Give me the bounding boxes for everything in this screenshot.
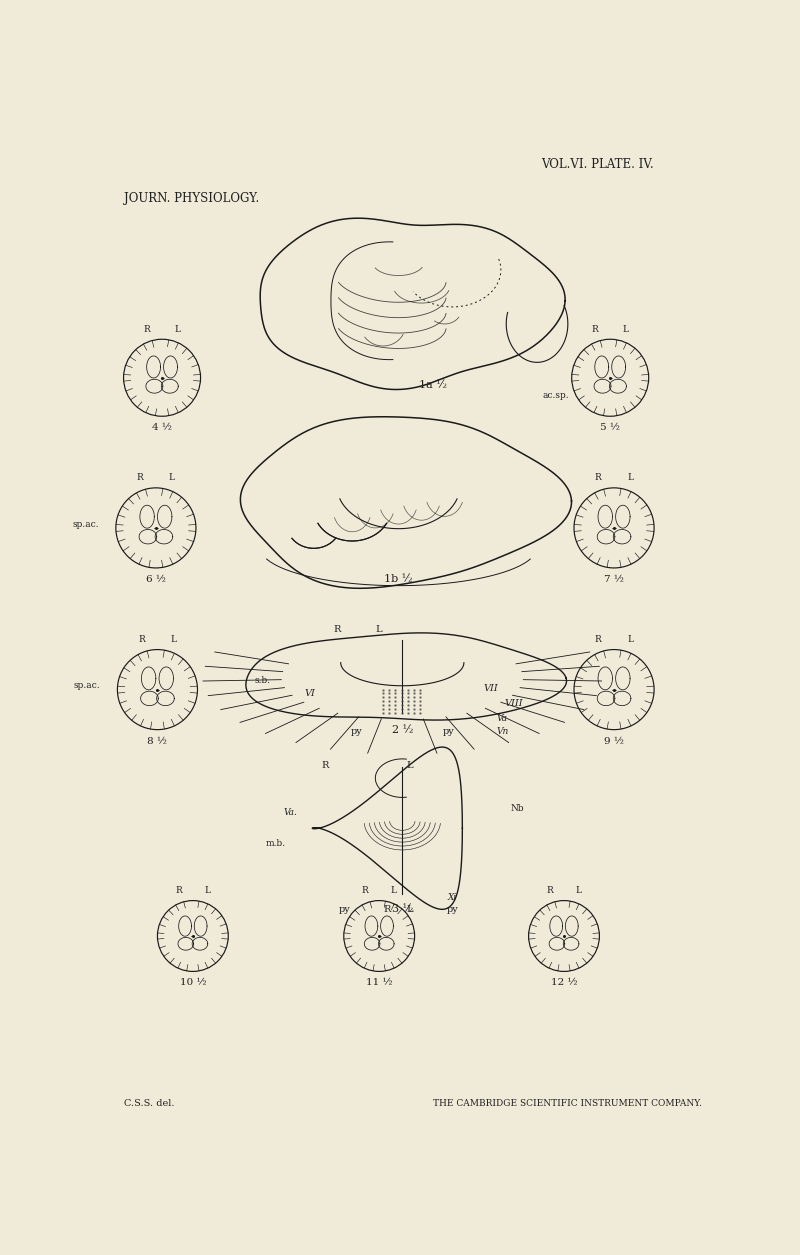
Text: Vn: Vn [496, 728, 509, 737]
Text: sp.ac.: sp.ac. [74, 681, 101, 690]
Text: 2 ½: 2 ½ [392, 725, 413, 735]
Text: THE CAMBRIDGE SCIENTIFIC INSTRUMENT COMPANY.: THE CAMBRIDGE SCIENTIFIC INSTRUMENT COMP… [433, 1098, 702, 1108]
Text: 3 ½: 3 ½ [392, 904, 413, 914]
Text: Xi: Xi [448, 894, 457, 902]
Text: py: py [442, 727, 454, 735]
Text: L: L [170, 635, 177, 644]
Text: JOURN. PHYSIOLOGY.: JOURN. PHYSIOLOGY. [123, 192, 259, 205]
Text: Va: Va [497, 714, 508, 723]
Text: R: R [362, 886, 369, 895]
Text: VOL.VI. PLATE. IV.: VOL.VI. PLATE. IV. [541, 158, 654, 171]
Text: R: R [137, 473, 143, 482]
Text: 1a ½: 1a ½ [419, 380, 447, 390]
Text: VII: VII [483, 684, 498, 693]
Text: L: L [204, 886, 210, 895]
Text: m.b.: m.b. [265, 840, 286, 848]
Text: R: R [594, 473, 602, 482]
Text: R: R [143, 325, 150, 334]
Text: sp.ac.: sp.ac. [72, 520, 99, 528]
Text: py: py [446, 905, 458, 915]
Text: 1b ½: 1b ½ [384, 575, 413, 585]
Text: R: R [333, 625, 341, 634]
Text: R: R [594, 635, 602, 644]
Text: R: R [322, 761, 329, 769]
Text: L: L [627, 473, 633, 482]
Text: R: R [138, 635, 145, 644]
Text: L: L [406, 761, 414, 769]
Text: 5 ½: 5 ½ [600, 423, 620, 432]
Text: R: R [175, 886, 182, 895]
Text: 11 ½: 11 ½ [366, 979, 393, 988]
Text: R: R [591, 325, 598, 334]
Text: Nb: Nb [511, 804, 525, 813]
Text: L: L [169, 473, 175, 482]
Text: L: L [622, 325, 629, 334]
Text: VI: VI [305, 689, 315, 698]
Text: 9 ½: 9 ½ [604, 737, 624, 745]
Text: 10 ½: 10 ½ [179, 979, 206, 988]
Text: R: R [383, 905, 390, 915]
Text: 6 ½: 6 ½ [146, 575, 166, 584]
Text: py: py [350, 727, 362, 735]
Text: L: L [174, 325, 181, 334]
Text: R: R [546, 886, 554, 895]
Text: 7 ½: 7 ½ [604, 575, 624, 584]
Text: L: L [390, 886, 396, 895]
Text: s.b.: s.b. [254, 676, 270, 685]
Text: L: L [575, 886, 581, 895]
Text: ac.sp.: ac.sp. [543, 392, 570, 400]
Text: 12 ½: 12 ½ [550, 979, 578, 988]
Text: 8 ½: 8 ½ [147, 737, 167, 745]
Text: 4 ½: 4 ½ [152, 423, 172, 432]
Text: py: py [338, 905, 350, 915]
Text: Va.: Va. [284, 808, 298, 817]
Text: L: L [376, 625, 382, 634]
Text: C.S.S. del.: C.S.S. del. [123, 1098, 174, 1108]
Text: L: L [406, 905, 414, 915]
Text: VIII: VIII [505, 699, 523, 708]
Text: L: L [627, 635, 633, 644]
